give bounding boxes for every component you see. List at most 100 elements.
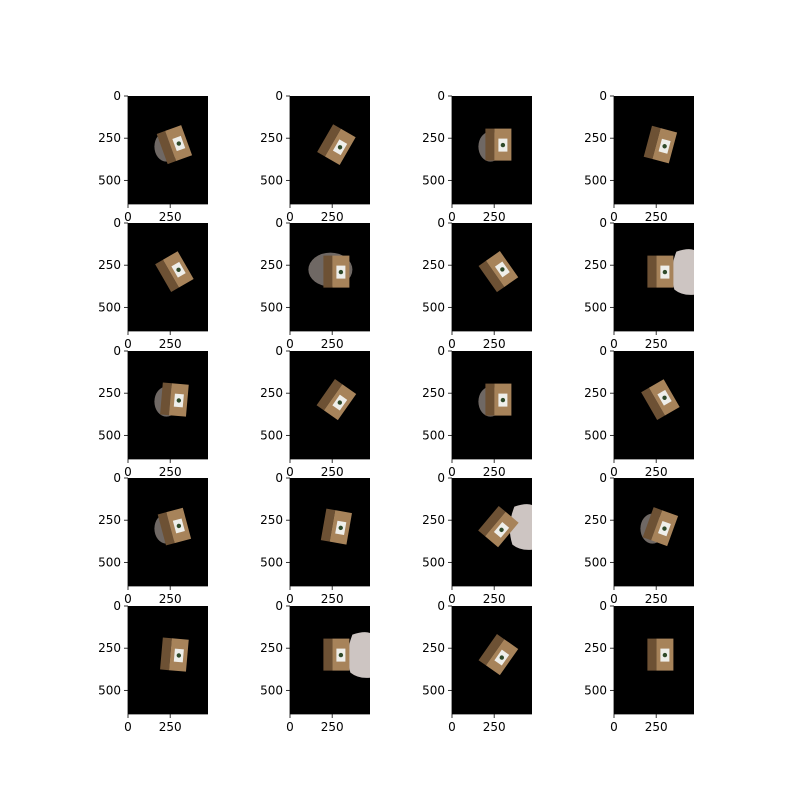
image-content — [478, 128, 512, 162]
box-label-emblem — [662, 526, 667, 531]
y-tick-label: 0 — [599, 599, 607, 613]
box-label-emblem — [176, 523, 182, 529]
y-tick-label: 0 — [113, 599, 121, 613]
y-tick-label: 500 — [584, 555, 607, 569]
y-tick-label: 500 — [98, 173, 121, 187]
panel-r5-c1: 0 250 500 0 250 — [98, 599, 208, 734]
x-tick-label: 250 — [321, 592, 344, 606]
y-tick-label: 250 — [422, 513, 445, 527]
box-dark-face — [155, 259, 179, 292]
panel-r2-c3: 0 250 500 0 250 — [422, 216, 532, 351]
y-tick-label: 500 — [584, 300, 607, 314]
x-tick-label: 0 — [286, 337, 294, 351]
y-tick-label: 250 — [584, 258, 607, 272]
x-tick-label: 0 — [448, 465, 456, 479]
box-label-emblem — [500, 267, 505, 272]
y-tick-label: 500 — [98, 683, 121, 697]
y-tick-label: 250 — [98, 131, 121, 145]
cardboard-box — [647, 255, 674, 288]
y-tick-label: 250 — [98, 513, 121, 527]
image-content — [308, 252, 353, 288]
cardboard-box — [485, 128, 512, 161]
image-content — [640, 507, 679, 547]
panel-r1-c2: 0 250 500 0 250 — [260, 89, 370, 224]
y-tick-label: 250 — [98, 641, 121, 655]
x-tick-label: 0 — [124, 465, 132, 479]
image-content — [647, 638, 674, 671]
y-tick-label: 0 — [275, 471, 283, 485]
image-content — [647, 249, 694, 295]
cardboard-box — [642, 507, 679, 547]
cardboard-box — [317, 124, 356, 165]
y-tick-label: 0 — [113, 89, 121, 103]
box-dark-face — [323, 255, 333, 288]
box-label-emblem — [176, 653, 182, 658]
y-tick-label: 0 — [275, 599, 283, 613]
panel-r1-c3: 0 250 500 0 250 — [422, 89, 532, 224]
y-tick-label: 500 — [98, 300, 121, 314]
y-tick-label: 500 — [422, 683, 445, 697]
y-tick-label: 250 — [98, 386, 121, 400]
y-tick-label: 0 — [437, 599, 445, 613]
image-content — [320, 508, 352, 545]
x-tick-label: 0 — [286, 720, 294, 734]
cardboard-box — [641, 379, 680, 420]
x-tick-label: 250 — [321, 337, 344, 351]
y-tick-label: 0 — [275, 89, 283, 103]
cardboard-box — [478, 634, 519, 676]
box-dark-face — [642, 507, 663, 541]
panel-r2-c4: 0 250 500 0 250 — [584, 216, 694, 351]
x-tick-label: 0 — [448, 337, 456, 351]
y-tick-label: 250 — [260, 386, 283, 400]
box-label-emblem — [499, 655, 504, 660]
box-dark-face — [156, 130, 177, 165]
y-tick-label: 250 — [260, 513, 283, 527]
x-tick-label: 0 — [124, 210, 132, 224]
panel-r3-c4: 0 250 500 0 250 — [584, 344, 694, 479]
x-tick-label: 250 — [159, 720, 182, 734]
panel-r4-c1: 0 250 500 0 250 — [98, 471, 208, 606]
x-tick-label: 250 — [645, 210, 668, 224]
cardboard-box — [156, 125, 193, 165]
image-content — [478, 383, 512, 417]
y-tick-label: 0 — [113, 471, 121, 485]
y-tick-label: 250 — [422, 386, 445, 400]
y-tick-label: 0 — [437, 216, 445, 230]
y-tick-label: 250 — [422, 641, 445, 655]
box-dark-face — [316, 379, 343, 411]
y-tick-label: 0 — [599, 89, 607, 103]
x-tick-label: 0 — [448, 720, 456, 734]
y-tick-label: 0 — [599, 471, 607, 485]
box-dark-face — [478, 634, 505, 666]
image-content — [478, 634, 519, 676]
x-tick-label: 250 — [483, 720, 506, 734]
cardboard-box — [160, 637, 189, 672]
image-content — [478, 251, 519, 293]
panel-r5-c2: 0 250 500 0 250 — [260, 599, 370, 734]
image-content — [323, 632, 370, 678]
box-dark-face — [317, 124, 341, 157]
y-tick-label: 250 — [422, 131, 445, 145]
image-content — [160, 637, 189, 672]
x-tick-label: 250 — [483, 210, 506, 224]
x-tick-label: 250 — [645, 720, 668, 734]
box-label-emblem — [337, 145, 343, 150]
box-dark-face — [320, 508, 336, 542]
cardboard-box — [323, 638, 350, 671]
cardboard-box — [643, 125, 678, 164]
y-tick-label: 0 — [437, 344, 445, 358]
y-tick-label: 500 — [584, 428, 607, 442]
y-tick-label: 0 — [437, 471, 445, 485]
y-tick-label: 0 — [113, 344, 121, 358]
box-dark-face — [478, 505, 506, 537]
panel-r5-c3: 0 250 500 0 250 — [422, 599, 532, 734]
y-tick-label: 500 — [260, 683, 283, 697]
y-tick-label: 500 — [422, 555, 445, 569]
box-label-emblem — [499, 527, 504, 533]
box-label-emblem — [338, 269, 344, 275]
y-tick-label: 0 — [275, 344, 283, 358]
y-tick-label: 0 — [599, 216, 607, 230]
y-tick-label: 500 — [584, 173, 607, 187]
panel-r3-c2: 0 250 500 0 250 — [260, 344, 370, 479]
y-tick-label: 500 — [98, 555, 121, 569]
